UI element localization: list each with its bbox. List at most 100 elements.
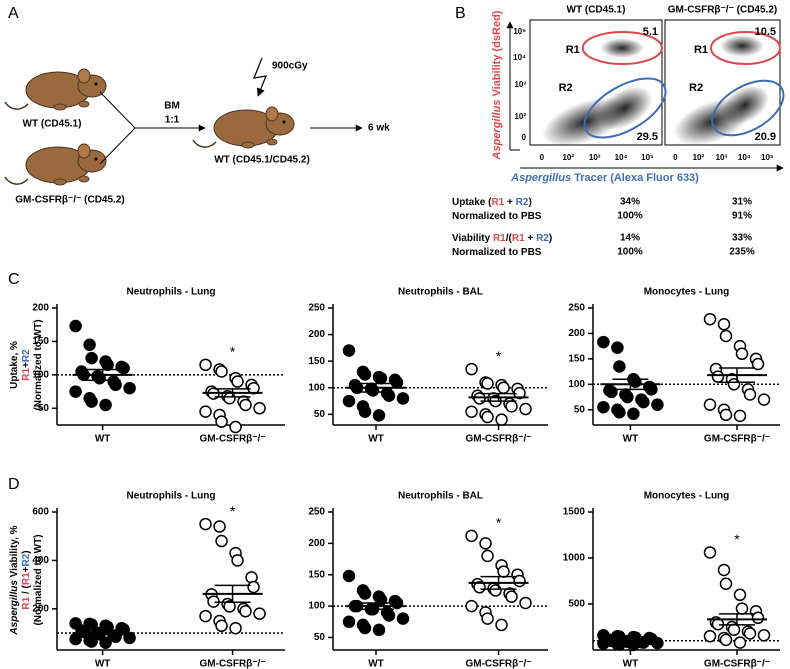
transfer-label: BM xyxy=(164,101,180,112)
y-tick-label: 250 xyxy=(308,303,325,314)
y-axis-label-part: + xyxy=(21,566,32,572)
y-axis-label-part: Viability, % xyxy=(9,525,20,580)
data-point xyxy=(99,636,112,649)
table-row-label-part: R2 xyxy=(516,197,529,208)
y-axis-label-part: R1 xyxy=(21,572,32,585)
data-point xyxy=(597,335,610,349)
data-point xyxy=(711,370,725,383)
gate-value: 10.5 xyxy=(755,26,776,38)
data-point xyxy=(473,581,486,594)
table-cell: 91% xyxy=(732,211,752,222)
data-point xyxy=(69,319,82,333)
x-tick-label: GM-CSFRβ⁻/⁻ xyxy=(704,659,770,669)
data-point xyxy=(611,341,624,354)
data-point xyxy=(489,584,502,597)
table-cell: 33% xyxy=(732,233,752,244)
y-axis-label: R1 / (R1+R2) xyxy=(21,550,32,609)
data-point xyxy=(99,398,112,412)
data-point xyxy=(519,596,532,610)
chart-title: Neutrophils - Lung xyxy=(127,287,216,298)
significance-marker: * xyxy=(230,503,236,519)
data-point xyxy=(719,633,733,647)
x-axis-label-part: Aspergillus xyxy=(510,172,571,184)
x-tick-label: WT xyxy=(623,659,639,669)
y-tick-label: 100 xyxy=(308,382,325,393)
x-tick-label: GM-CSFRβ⁻/⁻ xyxy=(200,659,266,669)
y-axis-label-part: R1 xyxy=(21,596,32,609)
panel-label: C xyxy=(8,271,20,288)
data-point xyxy=(605,385,618,399)
connector xyxy=(99,91,136,129)
y-axis-label: Aspergillus Viability, % xyxy=(9,525,20,635)
data-point xyxy=(358,405,372,418)
density-cloud xyxy=(720,35,764,57)
data-point xyxy=(481,549,494,563)
data-point xyxy=(481,377,494,390)
data-point xyxy=(199,358,212,372)
data-point xyxy=(85,618,98,631)
data-point xyxy=(703,629,717,643)
data-point xyxy=(358,587,372,600)
data-point xyxy=(123,381,136,395)
y-tick-label: 200 xyxy=(308,329,325,340)
y-tick-label: 150 xyxy=(568,354,585,365)
table-row-label-part: ) xyxy=(549,233,552,244)
y-tick-label: 400 xyxy=(32,555,49,566)
time-label: 6 wk xyxy=(368,123,390,134)
data-point xyxy=(637,636,650,649)
connector xyxy=(99,127,136,165)
y-axis-label-part: (Normalized to WT) xyxy=(33,534,44,625)
y-tick-label: 50 xyxy=(314,632,326,643)
x-tick-label: 10³ xyxy=(589,153,601,162)
data-point xyxy=(231,554,244,567)
significance-marker: * xyxy=(734,531,740,547)
y-axis-label-part: Uptake, % xyxy=(9,341,20,389)
panel-label: D xyxy=(8,476,20,493)
data-point xyxy=(497,565,510,578)
data-point xyxy=(719,329,733,343)
y-axis-label-part: R2 xyxy=(21,553,32,566)
y-tick-label: 150 xyxy=(32,336,49,347)
data-point xyxy=(743,388,757,401)
y-tick-label: 150 xyxy=(308,569,325,580)
gate-name: R1 xyxy=(566,44,580,56)
gate-name: R2 xyxy=(559,82,573,94)
data-point xyxy=(229,621,242,635)
data-point xyxy=(733,636,747,649)
data-point xyxy=(85,635,98,648)
data-point xyxy=(727,378,741,391)
donor-label: GM-CSFRβ⁻/⁻ (CD45.2) xyxy=(15,195,124,206)
data-point xyxy=(85,395,98,408)
table-row-label-part: /( xyxy=(506,233,513,244)
table-row-label-part: R1 xyxy=(493,233,506,244)
table-cell: 100% xyxy=(617,211,643,222)
table-row-label-part: R1 xyxy=(512,233,525,244)
data-point xyxy=(717,563,731,577)
data-point xyxy=(719,577,733,591)
density-cloud xyxy=(720,85,770,125)
chart-title: Neutrophils - Lung xyxy=(127,491,216,502)
data-point xyxy=(223,392,236,405)
x-tick-label: 0 xyxy=(540,153,545,162)
data-point xyxy=(358,368,372,381)
gate-value: 29.5 xyxy=(637,131,658,143)
data-point xyxy=(117,361,130,375)
table-cell: 31% xyxy=(732,197,752,208)
data-point xyxy=(229,420,242,434)
y-tick-label: 10⁵ xyxy=(513,27,526,36)
data-point xyxy=(223,600,236,613)
table-row-label-part: + xyxy=(525,233,536,244)
y-axis-label-part: Aspergillus xyxy=(491,100,503,161)
data-point xyxy=(481,410,494,424)
data-point xyxy=(215,415,228,428)
data-point xyxy=(396,612,410,625)
mouse xyxy=(192,106,295,149)
y-tick-label: 10² xyxy=(514,112,526,121)
gate-name: R1 xyxy=(694,44,708,56)
gate xyxy=(711,79,785,137)
x-tick-label: WT xyxy=(95,659,111,669)
y-axis-label-part: R2 xyxy=(21,349,32,362)
data-point xyxy=(109,378,122,392)
y-tick-label: 100 xyxy=(32,369,49,380)
